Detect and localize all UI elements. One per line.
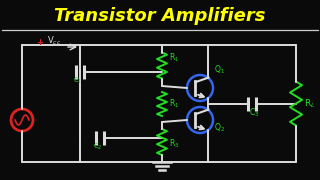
Text: C$_2$: C$_2$ <box>93 142 103 152</box>
Text: R$_1$: R$_1$ <box>169 98 179 110</box>
Text: Q$_2$: Q$_2$ <box>214 121 225 134</box>
Text: R$_L$: R$_L$ <box>304 97 316 110</box>
Text: C$_1$: C$_1$ <box>73 76 83 86</box>
Text: +: + <box>36 37 44 46</box>
Text: Q$_1$: Q$_1$ <box>214 63 225 75</box>
Text: Transistor Amplifiers: Transistor Amplifiers <box>54 7 266 25</box>
Text: C$_3$: C$_3$ <box>249 106 259 118</box>
Text: R$_3$: R$_3$ <box>169 138 180 150</box>
Text: V$_{cc}$: V$_{cc}$ <box>47 35 61 47</box>
Text: R$_1$: R$_1$ <box>169 51 179 64</box>
